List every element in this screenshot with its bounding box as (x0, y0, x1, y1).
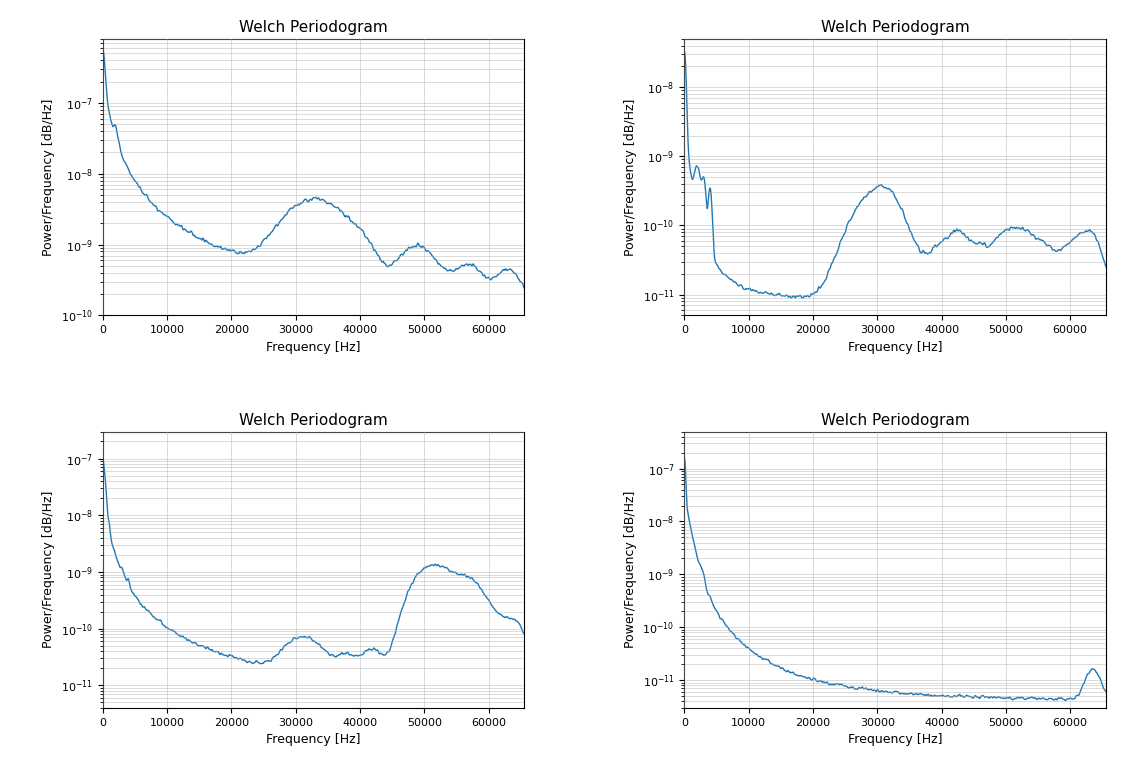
X-axis label: Frequency [Hz]: Frequency [Hz] (848, 733, 943, 746)
Title: Welch Periodogram: Welch Periodogram (239, 412, 388, 428)
Title: Welch Periodogram: Welch Periodogram (239, 20, 388, 35)
Y-axis label: Power/Frequency [dB/Hz]: Power/Frequency [dB/Hz] (624, 99, 637, 256)
Y-axis label: Power/Frequency [dB/Hz]: Power/Frequency [dB/Hz] (624, 491, 637, 648)
Title: Welch Periodogram: Welch Periodogram (821, 20, 969, 35)
X-axis label: Frequency [Hz]: Frequency [Hz] (266, 341, 360, 354)
Y-axis label: Power/Frequency [dB/Hz]: Power/Frequency [dB/Hz] (42, 491, 55, 648)
X-axis label: Frequency [Hz]: Frequency [Hz] (848, 341, 943, 354)
Y-axis label: Power/Frequency [dB/Hz]: Power/Frequency [dB/Hz] (42, 99, 55, 256)
X-axis label: Frequency [Hz]: Frequency [Hz] (266, 733, 360, 746)
Title: Welch Periodogram: Welch Periodogram (821, 412, 969, 428)
